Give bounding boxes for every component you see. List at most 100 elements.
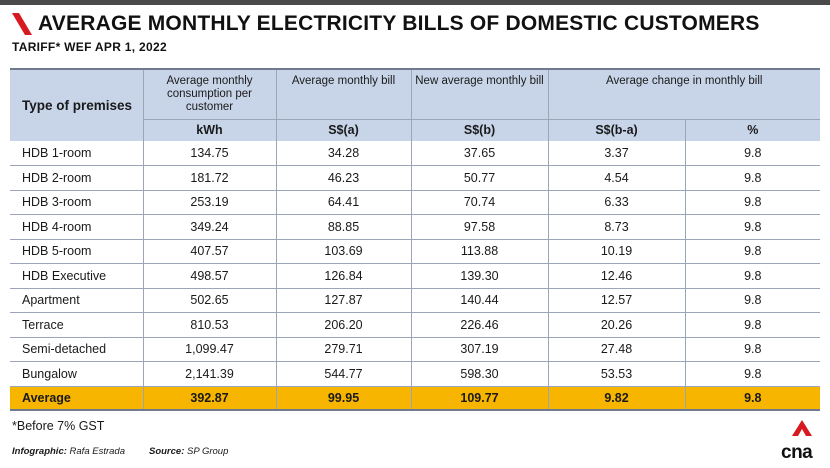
cell-consumption: 407.57 bbox=[143, 239, 277, 264]
table-row: Apartment 502.65 127.87 140.44 12.57 9.8 bbox=[10, 288, 821, 313]
unit-change-pct: % bbox=[685, 118, 821, 141]
table-row: HDB 2-room 181.72 46.23 50.77 4.54 9.8 bbox=[10, 165, 821, 191]
cna-logo-text: cna bbox=[781, 442, 813, 463]
cell-change-pct: 9.8 bbox=[685, 239, 821, 264]
premises-name: Terrace bbox=[10, 312, 144, 338]
cell-change-abs: 12.57 bbox=[548, 288, 686, 313]
cell-avg-bill: 206.20 bbox=[276, 312, 412, 338]
cell-consumption: 349.24 bbox=[143, 214, 277, 240]
cell-change-pct: 9.8 bbox=[685, 214, 821, 240]
cell-consumption: 810.53 bbox=[143, 312, 277, 338]
cell-avg-bill: 126.84 bbox=[276, 263, 412, 289]
premises-name: HDB 5-room bbox=[10, 239, 144, 264]
page-title: AVERAGE MONTHLY ELECTRICITY BILLS OF DOM… bbox=[38, 12, 760, 35]
avg-change-abs: 9.82 bbox=[548, 386, 686, 411]
cell-new-bill: 113.88 bbox=[411, 239, 549, 264]
infographic-author: Rafa Estrada bbox=[69, 446, 125, 457]
premises-name: Apartment bbox=[10, 288, 144, 313]
credits: Infographic: Rafa Estrada Source: SP Gro… bbox=[12, 446, 228, 457]
infographic-label: Infographic: bbox=[12, 446, 67, 457]
unit-kwh: kWh bbox=[143, 118, 277, 141]
infographic-credit: Infographic: Rafa Estrada bbox=[12, 446, 125, 457]
cell-new-bill: 37.65 bbox=[411, 141, 549, 166]
header-type-of-premises: Type of premises bbox=[10, 69, 144, 141]
cell-avg-bill: 544.77 bbox=[276, 361, 412, 387]
cell-avg-bill: 46.23 bbox=[276, 165, 412, 191]
premises-name: Semi-detached bbox=[10, 337, 144, 362]
unit-new-bill: S$(b) bbox=[411, 118, 549, 141]
cell-avg-bill: 64.41 bbox=[276, 190, 412, 215]
premises-name: HDB 4-room bbox=[10, 214, 144, 240]
cell-change-abs: 12.46 bbox=[548, 263, 686, 289]
cell-change-pct: 9.8 bbox=[685, 141, 821, 166]
premises-name: HDB 1-room bbox=[10, 141, 144, 166]
cell-consumption: 134.75 bbox=[143, 141, 277, 166]
premises-name: HDB 3-room bbox=[10, 190, 144, 215]
avg-avg-bill: 99.95 bbox=[276, 386, 412, 411]
cell-consumption: 181.72 bbox=[143, 165, 277, 191]
bills-table: Type of premises Average monthly consump… bbox=[10, 68, 821, 411]
avg-change-pct: 9.8 bbox=[685, 386, 821, 411]
table-row: HDB 3-room 253.19 64.41 70.74 6.33 9.8 bbox=[10, 190, 821, 215]
cell-consumption: 1,099.47 bbox=[143, 337, 277, 362]
cell-consumption: 498.57 bbox=[143, 263, 277, 289]
cell-new-bill: 50.77 bbox=[411, 165, 549, 191]
cell-consumption: 502.65 bbox=[143, 288, 277, 313]
cell-change-pct: 9.8 bbox=[685, 190, 821, 215]
cell-new-bill: 307.19 bbox=[411, 337, 549, 362]
average-label: Average bbox=[10, 386, 144, 411]
cell-avg-bill: 34.28 bbox=[276, 141, 412, 166]
cell-change-abs: 8.73 bbox=[548, 214, 686, 240]
table-row: HDB 4-room 349.24 88.85 97.58 8.73 9.8 bbox=[10, 214, 821, 240]
cell-new-bill: 226.46 bbox=[411, 312, 549, 338]
cell-change-pct: 9.8 bbox=[685, 165, 821, 191]
cell-change-abs: 27.48 bbox=[548, 337, 686, 362]
header-new-bill: New average monthly bill bbox=[411, 69, 549, 119]
cell-change-abs: 3.37 bbox=[548, 141, 686, 166]
cell-change-pct: 9.8 bbox=[685, 337, 821, 362]
table-row: HDB 5-room 407.57 103.69 113.88 10.19 9.… bbox=[10, 239, 821, 264]
cell-new-bill: 97.58 bbox=[411, 214, 549, 240]
table-row: Terrace 810.53 206.20 226.46 20.26 9.8 bbox=[10, 312, 821, 338]
cell-avg-bill: 103.69 bbox=[276, 239, 412, 264]
page-subtitle: TARIFF* WEF APR 1, 2022 bbox=[12, 40, 167, 54]
unit-change-abs: S$(b-a) bbox=[548, 118, 686, 141]
cell-change-pct: 9.8 bbox=[685, 288, 821, 313]
source-credit: Source: SP Group bbox=[149, 446, 228, 457]
cell-avg-bill: 127.87 bbox=[276, 288, 412, 313]
footnote: *Before 7% GST bbox=[12, 419, 105, 433]
red-slash-icon bbox=[12, 13, 32, 35]
header-consumption: Average monthly consumption per customer bbox=[143, 69, 277, 119]
cell-avg-bill: 279.71 bbox=[276, 337, 412, 362]
cell-change-abs: 10.19 bbox=[548, 239, 686, 264]
unit-avg-bill: S$(a) bbox=[276, 118, 412, 141]
header-change: Average change in monthly bill bbox=[548, 69, 821, 119]
source-value: SP Group bbox=[187, 446, 229, 457]
avg-new-bill: 109.77 bbox=[411, 386, 549, 411]
header-avg-bill: Average monthly bill bbox=[276, 69, 412, 119]
top-bar bbox=[0, 0, 830, 5]
cell-consumption: 2,141.39 bbox=[143, 361, 277, 387]
table-row: HDB Executive 498.57 126.84 139.30 12.46… bbox=[10, 263, 821, 289]
cell-new-bill: 70.74 bbox=[411, 190, 549, 215]
cell-change-pct: 9.8 bbox=[685, 361, 821, 387]
cell-avg-bill: 88.85 bbox=[276, 214, 412, 240]
cna-logo-icon bbox=[792, 420, 812, 436]
avg-consumption: 392.87 bbox=[143, 386, 277, 411]
title-block: AVERAGE MONTHLY ELECTRICITY BILLS OF DOM… bbox=[12, 12, 760, 36]
premises-name: HDB Executive bbox=[10, 263, 144, 289]
cell-change-abs: 4.54 bbox=[548, 165, 686, 191]
source-label: Source: bbox=[148, 446, 185, 457]
premises-name: Bungalow bbox=[10, 361, 144, 387]
cell-change-abs: 20.26 bbox=[548, 312, 686, 338]
table-row: HDB 1-room 134.75 34.28 37.65 3.37 9.8 bbox=[10, 141, 821, 166]
cell-change-pct: 9.8 bbox=[685, 263, 821, 289]
average-row: Average 392.87 99.95 109.77 9.82 9.8 bbox=[10, 386, 821, 411]
cell-change-abs: 53.53 bbox=[548, 361, 686, 387]
cell-new-bill: 140.44 bbox=[411, 288, 549, 313]
premises-name: HDB 2-room bbox=[10, 165, 144, 191]
cell-new-bill: 139.30 bbox=[411, 263, 549, 289]
cell-consumption: 253.19 bbox=[143, 190, 277, 215]
cell-change-abs: 6.33 bbox=[548, 190, 686, 215]
table-row: Bungalow 2,141.39 544.77 598.30 53.53 9.… bbox=[10, 361, 821, 387]
